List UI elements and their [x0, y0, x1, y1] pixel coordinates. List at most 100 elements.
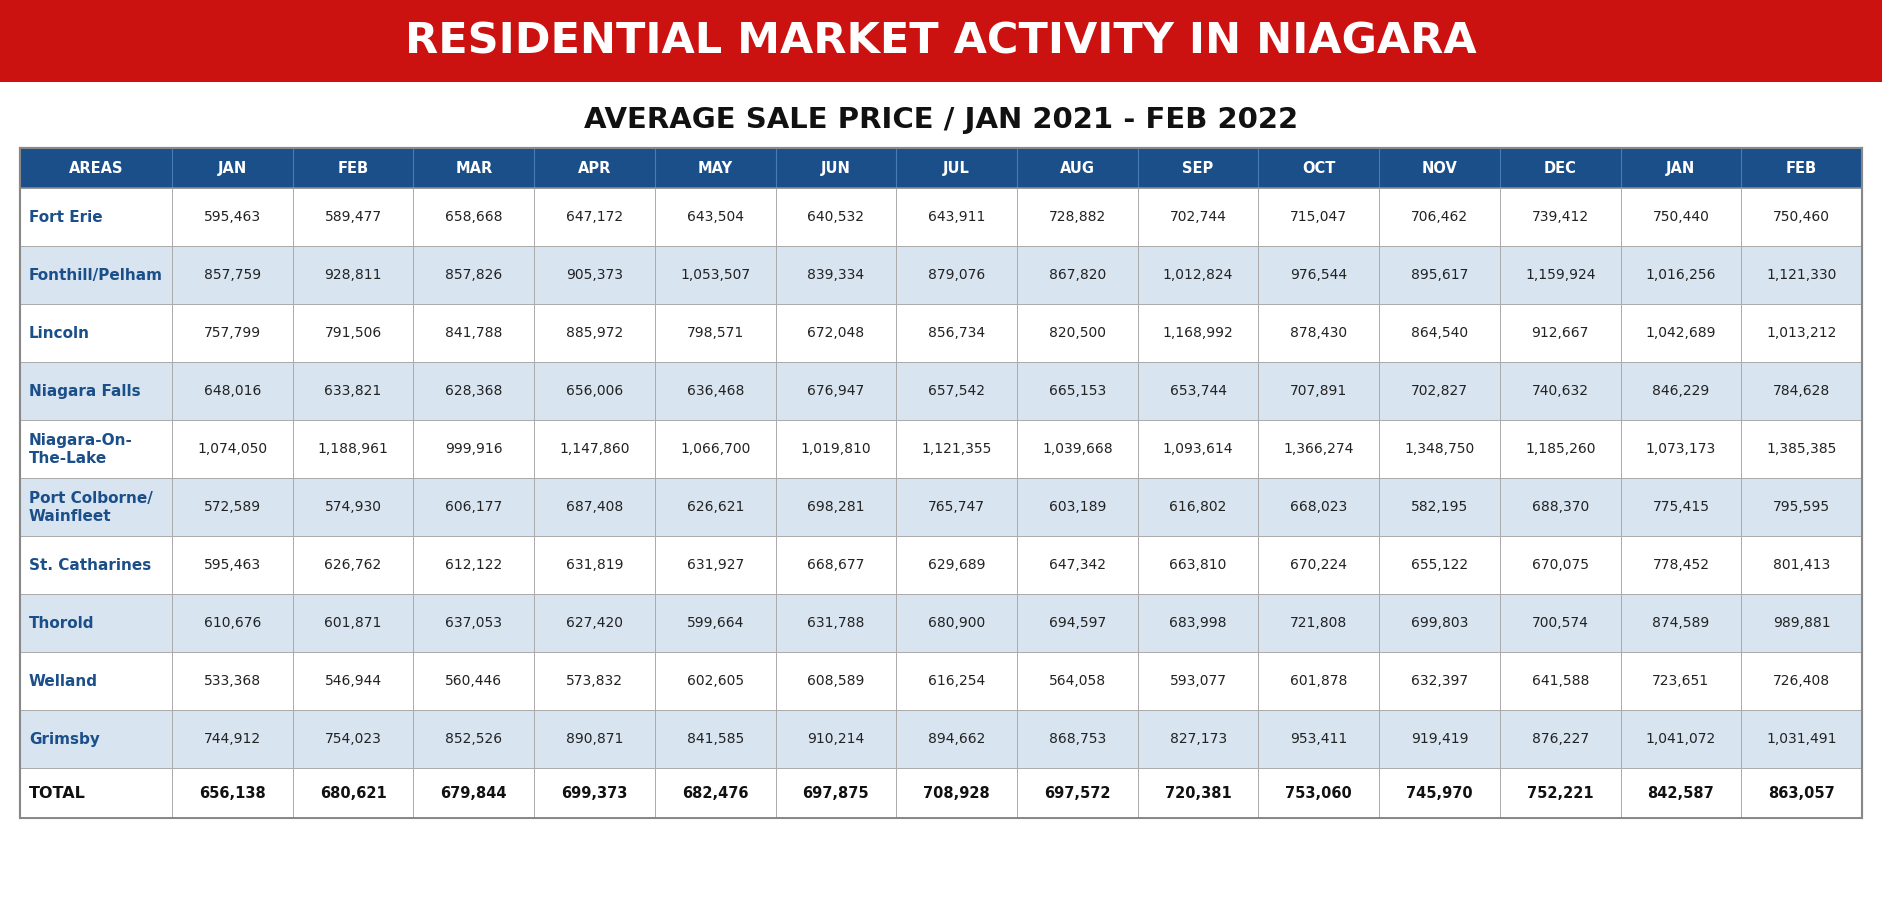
Text: Lincoln: Lincoln — [28, 326, 90, 341]
Text: 894,662: 894,662 — [928, 732, 986, 746]
Text: 626,621: 626,621 — [687, 500, 743, 514]
Text: 976,544: 976,544 — [1291, 268, 1348, 282]
Text: 856,734: 856,734 — [928, 326, 984, 340]
Bar — [1741, 478, 1861, 536]
Bar — [1139, 148, 1259, 188]
Bar — [896, 594, 1016, 652]
Bar — [655, 188, 775, 246]
Bar — [896, 536, 1016, 594]
Text: 564,058: 564,058 — [1048, 674, 1107, 688]
Bar — [775, 536, 896, 594]
Bar — [1380, 420, 1500, 478]
Bar — [1620, 768, 1741, 818]
Bar — [1380, 768, 1500, 818]
Bar — [1741, 420, 1861, 478]
Text: 874,589: 874,589 — [1652, 616, 1709, 630]
Text: JUN: JUN — [821, 161, 851, 175]
Text: 631,788: 631,788 — [807, 616, 864, 630]
Bar — [1016, 478, 1139, 536]
Text: 682,476: 682,476 — [681, 785, 749, 801]
Bar — [1500, 362, 1620, 420]
Bar — [171, 710, 294, 768]
Bar — [1259, 420, 1380, 478]
Bar — [534, 148, 655, 188]
Bar — [294, 710, 414, 768]
Bar — [1741, 536, 1861, 594]
Bar — [1016, 536, 1139, 594]
Bar — [534, 594, 655, 652]
Text: 601,871: 601,871 — [324, 616, 382, 630]
Text: 757,799: 757,799 — [203, 326, 262, 340]
Text: 672,048: 672,048 — [807, 326, 864, 340]
Bar — [1259, 478, 1380, 536]
Bar — [294, 304, 414, 362]
Text: 820,500: 820,500 — [1048, 326, 1107, 340]
Bar — [21, 148, 1861, 818]
Text: 750,440: 750,440 — [1652, 210, 1709, 224]
Bar — [1139, 710, 1259, 768]
Bar — [1500, 594, 1620, 652]
Bar — [21, 652, 171, 710]
Text: 653,744: 653,744 — [1169, 384, 1227, 398]
Text: 919,419: 919,419 — [1412, 732, 1468, 746]
Bar — [414, 420, 534, 478]
Bar — [1016, 246, 1139, 304]
Text: 601,878: 601,878 — [1289, 674, 1348, 688]
Text: 953,411: 953,411 — [1291, 732, 1348, 746]
Bar — [21, 420, 171, 478]
Bar — [775, 420, 896, 478]
Bar — [775, 710, 896, 768]
Text: 999,916: 999,916 — [444, 442, 502, 456]
Bar — [1259, 536, 1380, 594]
Bar — [1741, 148, 1861, 188]
Bar — [1620, 246, 1741, 304]
Bar — [1741, 362, 1861, 420]
Bar — [775, 362, 896, 420]
Bar — [1016, 420, 1139, 478]
Bar — [171, 148, 294, 188]
Text: NOV: NOV — [1421, 161, 1457, 175]
Text: 631,819: 631,819 — [566, 558, 623, 572]
Text: 723,651: 723,651 — [1652, 674, 1709, 688]
Bar — [534, 768, 655, 818]
Bar — [534, 304, 655, 362]
Bar — [1741, 652, 1861, 710]
Text: 905,373: 905,373 — [566, 268, 623, 282]
Bar — [1139, 652, 1259, 710]
Text: 852,526: 852,526 — [446, 732, 502, 746]
Text: 648,016: 648,016 — [203, 384, 262, 398]
Bar — [775, 652, 896, 710]
Bar — [775, 594, 896, 652]
Bar — [775, 148, 896, 188]
Bar — [1259, 362, 1380, 420]
Text: Grimsby: Grimsby — [28, 731, 100, 747]
Bar — [896, 710, 1016, 768]
Text: 707,891: 707,891 — [1291, 384, 1348, 398]
Bar — [21, 478, 171, 536]
Text: 989,881: 989,881 — [1773, 616, 1831, 630]
Bar — [171, 536, 294, 594]
Bar — [1741, 710, 1861, 768]
Text: 1,074,050: 1,074,050 — [198, 442, 267, 456]
Text: 670,224: 670,224 — [1291, 558, 1348, 572]
Bar — [1139, 536, 1259, 594]
Bar — [1016, 652, 1139, 710]
Bar — [534, 536, 655, 594]
Text: RESIDENTIAL MARKET ACTIVITY IN NIAGARA: RESIDENTIAL MARKET ACTIVITY IN NIAGARA — [405, 20, 1477, 62]
Text: 702,827: 702,827 — [1412, 384, 1468, 398]
Text: 636,468: 636,468 — [687, 384, 743, 398]
Text: 912,667: 912,667 — [1532, 326, 1588, 340]
Text: 878,430: 878,430 — [1291, 326, 1348, 340]
Text: 698,281: 698,281 — [807, 500, 864, 514]
Bar — [1741, 768, 1861, 818]
Bar — [1380, 148, 1500, 188]
Text: 1,041,072: 1,041,072 — [1645, 732, 1716, 746]
Bar — [896, 148, 1016, 188]
Bar — [1620, 652, 1741, 710]
Text: 688,370: 688,370 — [1532, 500, 1588, 514]
Text: 1,168,992: 1,168,992 — [1163, 326, 1233, 340]
Text: 740,632: 740,632 — [1532, 384, 1588, 398]
Text: 857,826: 857,826 — [446, 268, 502, 282]
Bar — [1259, 768, 1380, 818]
Bar — [294, 420, 414, 478]
